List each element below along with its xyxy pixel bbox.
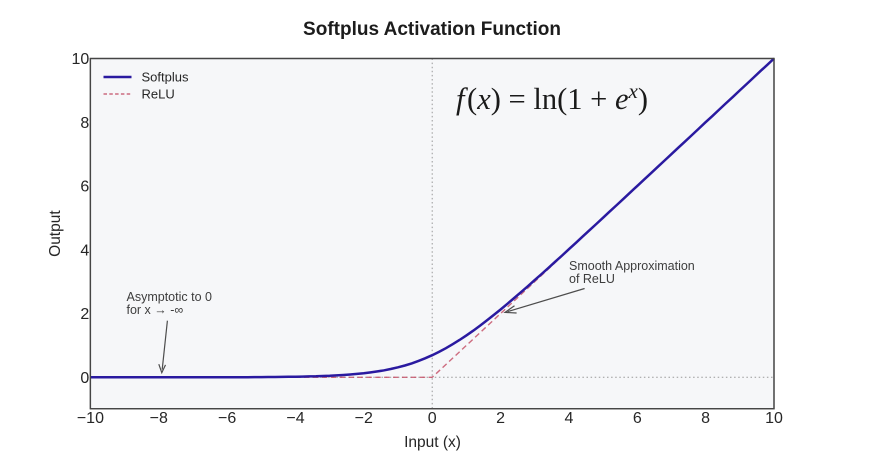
svg-text:−2: −2 xyxy=(355,410,373,427)
svg-text:8: 8 xyxy=(701,410,710,427)
svg-text:Smooth Approximation: Smooth Approximation xyxy=(569,259,695,273)
svg-text:for x → -∞: for x → -∞ xyxy=(127,303,184,317)
svg-text:−10: −10 xyxy=(77,410,104,427)
svg-text:8: 8 xyxy=(80,115,89,132)
svg-text:−6: −6 xyxy=(218,410,236,427)
svg-text:4: 4 xyxy=(564,410,573,427)
svg-text:2: 2 xyxy=(496,410,505,427)
svg-text:10: 10 xyxy=(765,410,783,427)
svg-text:ReLU: ReLU xyxy=(142,87,175,102)
svg-text:0: 0 xyxy=(80,370,89,387)
svg-text:6: 6 xyxy=(633,410,642,427)
svg-text:2: 2 xyxy=(80,306,89,323)
svg-text:4: 4 xyxy=(80,242,89,259)
svg-text:Asymptotic to 0: Asymptotic to 0 xyxy=(127,290,212,304)
svg-text:Input (x): Input (x) xyxy=(404,434,461,451)
svg-text:−8: −8 xyxy=(150,410,168,427)
svg-text:Softplus: Softplus xyxy=(142,70,189,85)
svg-text:of ReLU: of ReLU xyxy=(569,272,615,286)
svg-text:0: 0 xyxy=(428,410,437,427)
svg-text:−4: −4 xyxy=(286,410,304,427)
svg-text:Output: Output xyxy=(47,210,64,257)
svg-text:10: 10 xyxy=(72,51,90,68)
svg-text:6: 6 xyxy=(80,179,89,196)
